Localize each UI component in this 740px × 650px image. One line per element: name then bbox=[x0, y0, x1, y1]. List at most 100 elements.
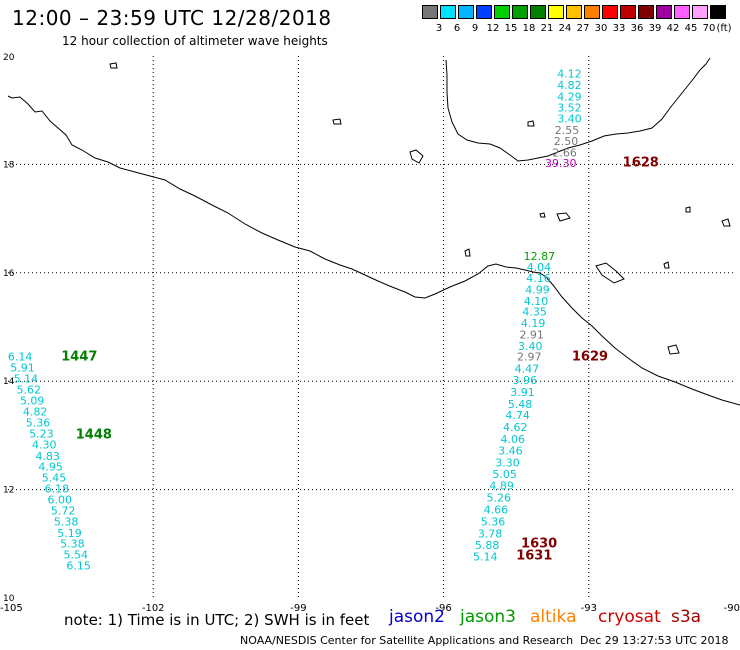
wave-height-label: 3.40 bbox=[518, 340, 543, 353]
wave-height-label: 5.14 bbox=[473, 551, 498, 564]
color-swatch bbox=[512, 5, 528, 19]
color-scale-label: 18 bbox=[522, 23, 536, 34]
lat-tick-label: 20 bbox=[3, 53, 15, 63]
color-scale-label: 36 bbox=[630, 23, 644, 34]
wave-height-label: 6.18 bbox=[45, 482, 70, 495]
island-laguna bbox=[409, 149, 424, 164]
color-scale-label: 24 bbox=[558, 23, 572, 34]
island-small-f bbox=[109, 62, 118, 69]
wave-height-label: 5.09 bbox=[20, 395, 45, 408]
wave-height-label: 39.30 bbox=[545, 157, 577, 170]
color-scale-label: 12 bbox=[486, 23, 500, 34]
island-small-j bbox=[539, 212, 546, 218]
wave-height-label: 2.97 bbox=[517, 351, 542, 364]
wave-height-label: 4.29 bbox=[557, 90, 582, 103]
color-scale-label: 3 bbox=[435, 23, 443, 34]
color-swatch bbox=[458, 5, 474, 19]
wave-height-label: 5.38 bbox=[60, 538, 85, 551]
wave-height-label: 5.38 bbox=[54, 515, 79, 528]
wave-height-label: 5.36 bbox=[26, 417, 51, 430]
color-scale-unit: (ft) bbox=[716, 23, 732, 34]
wave-height-label: 4.47 bbox=[515, 363, 540, 376]
map-labels: -105 -102 -99 -96 -93 -902018161412104.124.82… bbox=[0, 53, 740, 614]
island-small-i bbox=[685, 206, 691, 213]
color-scale-label: 33 bbox=[612, 23, 626, 34]
wave-height-label: 5.91 bbox=[10, 361, 35, 374]
wave-height-label: 4.12 bbox=[557, 68, 582, 81]
wave-height-label: 3.91 bbox=[510, 386, 535, 399]
island-small-d bbox=[667, 344, 680, 355]
wave-height-label: 6.14 bbox=[8, 351, 33, 364]
wave-height-label: 5.54 bbox=[64, 548, 89, 561]
color-swatch bbox=[710, 5, 726, 19]
wave-height-label: 5.23 bbox=[29, 428, 54, 441]
lon-tick-label: -99 bbox=[290, 603, 306, 614]
color-scale-label: 15 bbox=[504, 23, 518, 34]
color-swatch bbox=[692, 5, 708, 19]
gulf-coastline bbox=[445, 57, 711, 162]
color-scale-label: 6 bbox=[453, 23, 461, 34]
island-small-h bbox=[721, 218, 731, 227]
wave-height-label: 5.19 bbox=[57, 527, 82, 540]
mission-legend-item: jason2 bbox=[389, 607, 445, 627]
lon-tick-label: -93 bbox=[581, 603, 597, 614]
color-scale-label: 21 bbox=[540, 23, 554, 34]
color-swatch bbox=[584, 5, 600, 19]
wave-height-label: 6.15 bbox=[66, 559, 91, 572]
island-small-g bbox=[663, 261, 670, 269]
wave-height-label: 5.36 bbox=[481, 515, 506, 528]
pass-time-label: 1630 bbox=[521, 537, 557, 552]
page-subtitle: 12 hour collection of altimeter wave hei… bbox=[62, 34, 328, 48]
island-small-e bbox=[332, 118, 342, 125]
wave-height-label: 3.46 bbox=[498, 444, 523, 457]
wave-height-label: 5.05 bbox=[492, 468, 517, 481]
wave-height-label: 5.62 bbox=[17, 384, 42, 397]
island-small-k bbox=[527, 120, 535, 127]
pass-time-label: 1628 bbox=[623, 156, 659, 171]
island-small-b bbox=[556, 212, 571, 222]
pass-time-label: 1448 bbox=[76, 428, 112, 443]
lat-tick-label: 16 bbox=[3, 269, 15, 279]
wave-height-label: 4.66 bbox=[484, 503, 509, 516]
mission-legend-item: jason3 bbox=[460, 607, 516, 627]
pass-time-label: 1447 bbox=[61, 350, 97, 365]
lat-tick-label: 12 bbox=[3, 486, 14, 496]
mission-legend-item: cryosat bbox=[598, 607, 661, 627]
lon-tick-label: -105 bbox=[0, 603, 23, 614]
wave-height-label: 2.91 bbox=[519, 328, 544, 341]
footer-timestamp: Dec 29 13:27:53 UTC 2018 bbox=[580, 634, 729, 647]
wave-height-label: 4.10 bbox=[524, 295, 549, 308]
color-swatch bbox=[674, 5, 690, 19]
wave-height-label: 2.50 bbox=[554, 135, 579, 148]
wave-height-label: 4.04 bbox=[527, 261, 552, 274]
wave-height-label: 3.78 bbox=[478, 527, 503, 540]
color-scale-label: 70 bbox=[702, 23, 716, 34]
pass-time-label: 1631 bbox=[516, 549, 552, 564]
color-swatch bbox=[530, 5, 546, 19]
color-swatch bbox=[494, 5, 510, 19]
wave-height-label: 6.00 bbox=[48, 494, 73, 507]
lat-tick-label: 14 bbox=[3, 377, 15, 387]
lon-tick-label: -90 bbox=[724, 603, 740, 614]
wave-height-label: 5.72 bbox=[51, 505, 76, 518]
mission-legend-item: s3a bbox=[671, 607, 702, 627]
wave-height-label: 5.88 bbox=[475, 539, 500, 552]
coastline bbox=[7, 57, 740, 406]
color-swatch bbox=[566, 5, 582, 19]
wave-height-label: 3.52 bbox=[557, 101, 582, 114]
wave-height-label: 3.96 bbox=[513, 374, 538, 387]
wave-height-label: 5.45 bbox=[42, 471, 67, 484]
color-scale-label: 45 bbox=[684, 23, 698, 34]
lon-tick-label: -102 bbox=[142, 603, 165, 614]
wave-height-label: 4.82 bbox=[23, 405, 48, 418]
color-scale-label: 30 bbox=[594, 23, 608, 34]
mission-legend-item: altika bbox=[530, 607, 577, 627]
color-swatch bbox=[638, 5, 654, 19]
lat-tick-label: 18 bbox=[3, 160, 15, 170]
wave-height-label: 4.89 bbox=[489, 480, 514, 493]
color-swatch bbox=[476, 5, 492, 19]
wave-height-label: 4.19 bbox=[521, 317, 546, 330]
wave-height-label: 2.66 bbox=[552, 146, 577, 159]
